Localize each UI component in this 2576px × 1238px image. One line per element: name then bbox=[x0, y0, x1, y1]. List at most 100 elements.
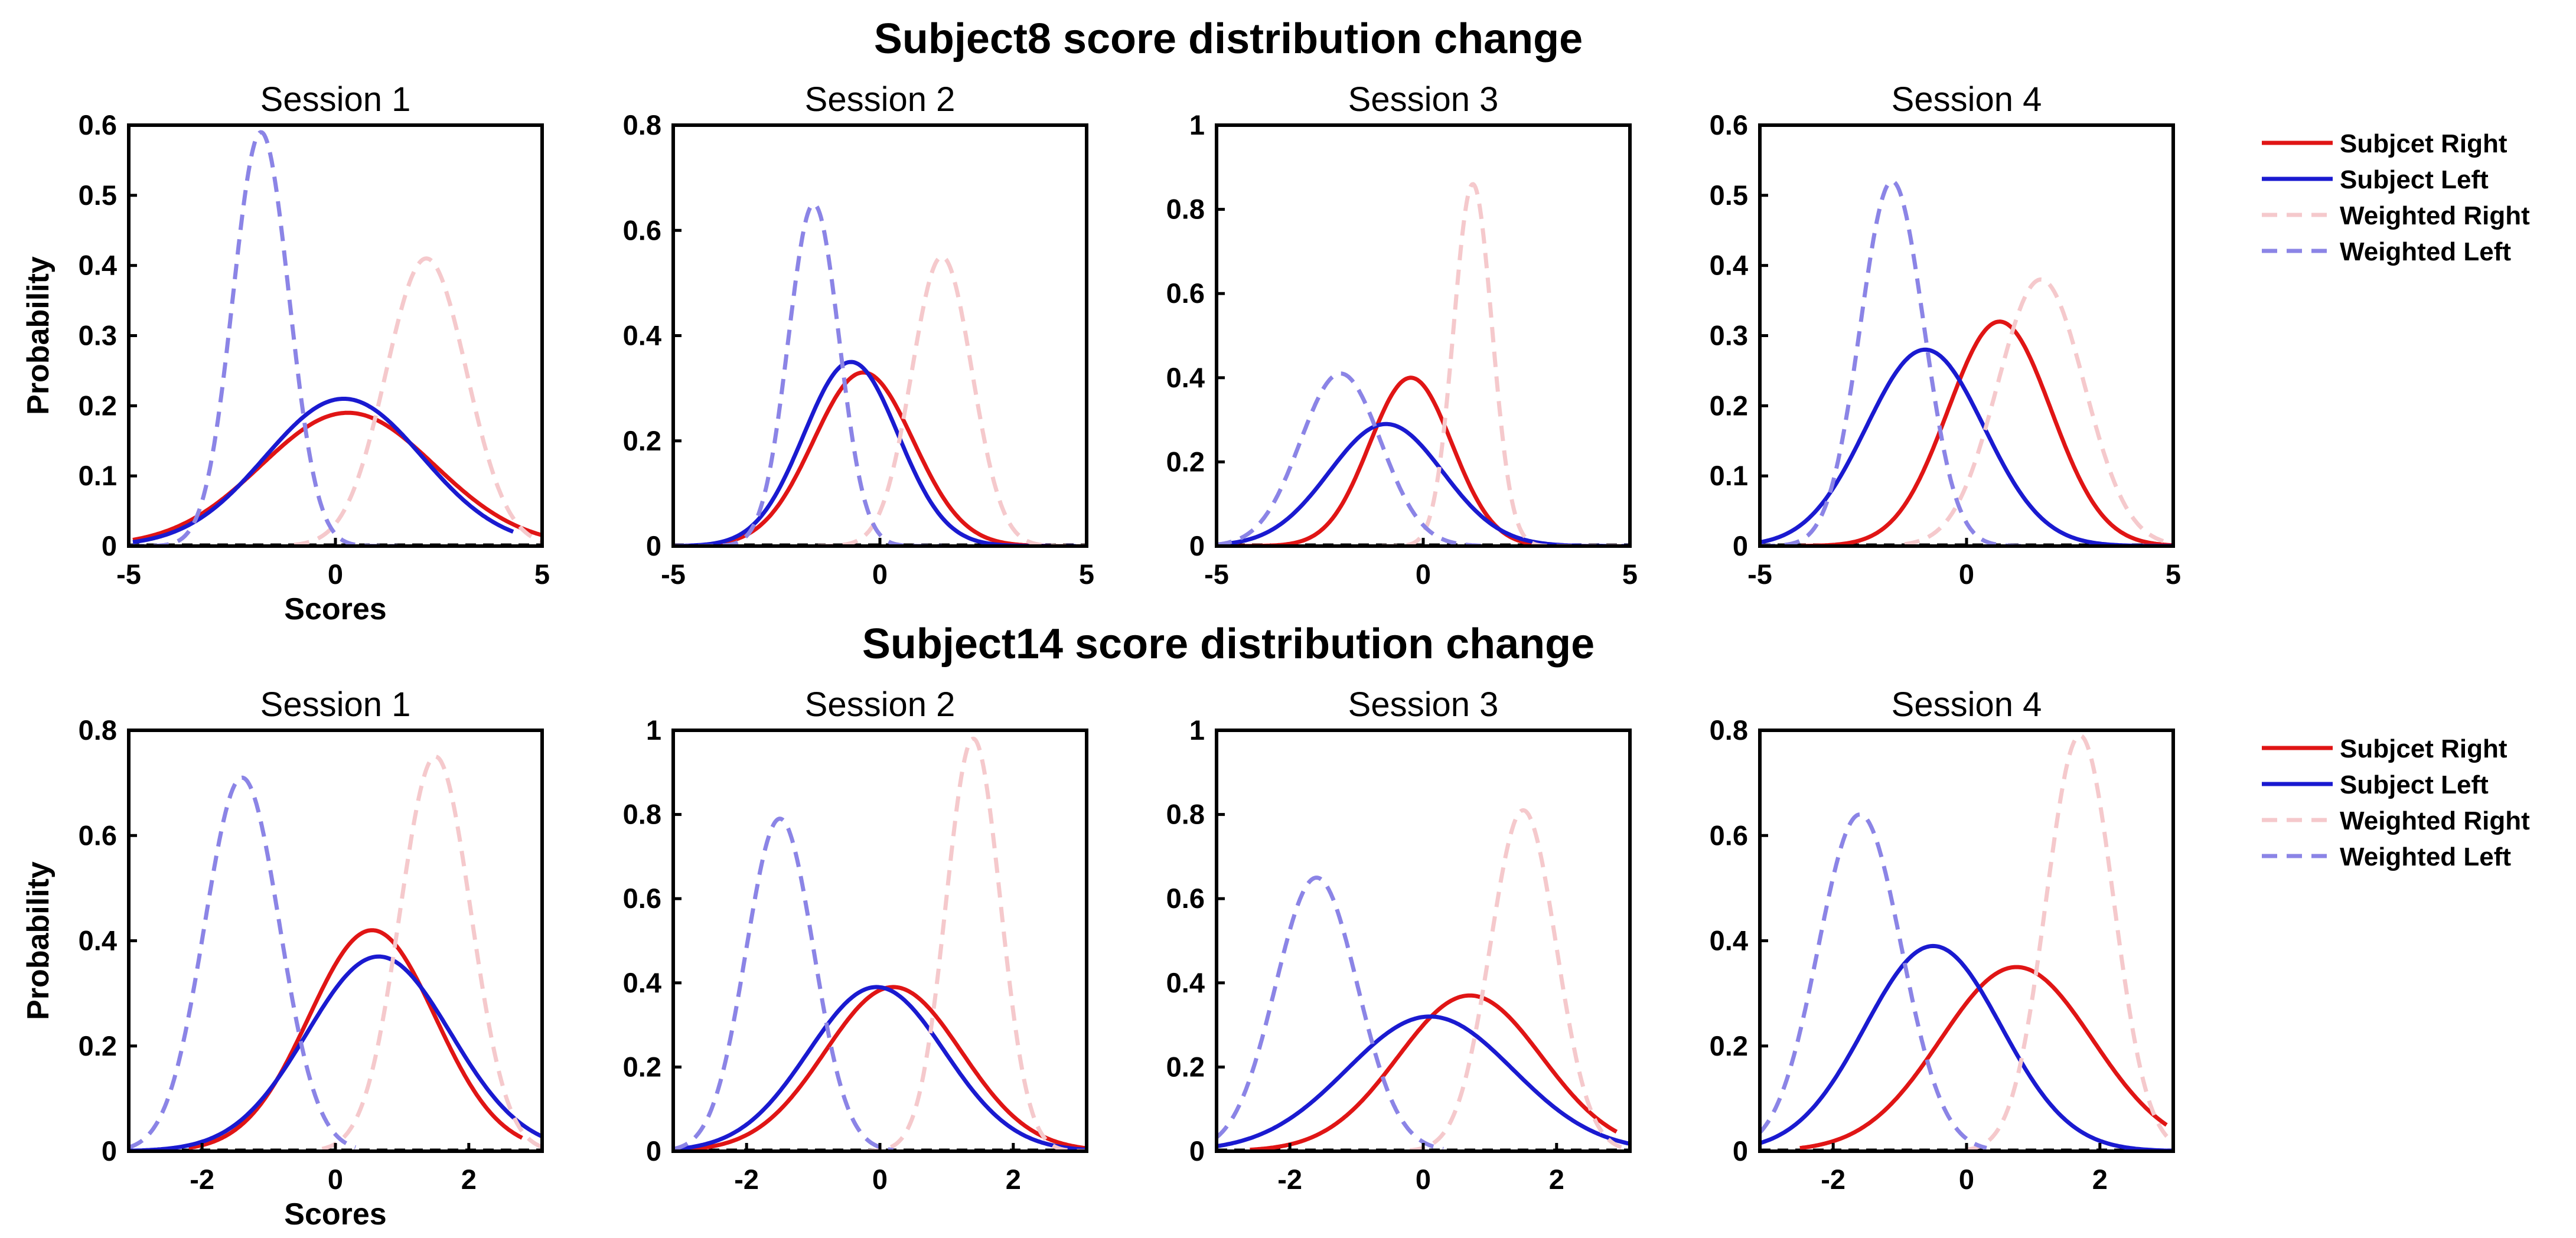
series-weighted-right bbox=[865, 736, 1087, 1151]
x-tick-label: 5 bbox=[2166, 558, 2181, 590]
y-tick-label: 0.2 bbox=[1710, 390, 1748, 421]
y-tick-label: 0 bbox=[646, 530, 661, 561]
x-tick-label: -5 bbox=[661, 558, 686, 590]
panel-session-1: Session 1-5 0 500.10.20.30.40.50.6ScoresPr… bbox=[21, 80, 550, 626]
figure-row-1: Subject8 score distribution change Sessio… bbox=[21, 15, 2530, 626]
y-tick-label: 0.6 bbox=[1710, 109, 1748, 141]
y-tick-label: 0.8 bbox=[1166, 194, 1205, 225]
figure-row-2: Subject14 score distribution change Sessi… bbox=[21, 620, 2530, 1232]
y-tick-label: 1 bbox=[1189, 714, 1205, 746]
y-tick-label: 0.4 bbox=[79, 925, 117, 956]
x-tick-label: 2 bbox=[2092, 1164, 2108, 1195]
legend-label: Subjcet Right bbox=[2340, 734, 2507, 763]
x-tick-label: -2 bbox=[1821, 1164, 1845, 1195]
x-tick-label: 5 bbox=[534, 558, 550, 590]
series-weighted-right bbox=[1408, 808, 1630, 1151]
axes-box bbox=[1758, 729, 2175, 1153]
y-tick-label: 0.2 bbox=[1166, 446, 1205, 477]
y-tick-label: 0 bbox=[646, 1135, 661, 1167]
legend-label: Subjcet Right bbox=[2340, 129, 2507, 158]
panel-session-4: Session 4-5 0 500.10.20.30.40.50.6 bbox=[1710, 80, 2181, 590]
series-subjcet-right bbox=[1217, 375, 1630, 546]
series-subjcet-right bbox=[132, 410, 542, 542]
y-tick-label: 1 bbox=[646, 714, 661, 746]
series-weighted-right bbox=[1965, 733, 2173, 1151]
y-tick-label: 0 bbox=[1733, 530, 1748, 561]
x-tick-label: 5 bbox=[1622, 558, 1638, 590]
y-tick-label: 0.5 bbox=[1710, 179, 1748, 211]
x-tick-label: 0 bbox=[328, 1164, 343, 1195]
x-tick-label: 2 bbox=[1006, 1164, 1021, 1195]
x-tick-label: 0 bbox=[1416, 558, 1431, 590]
y-tick-label: 0.6 bbox=[1166, 277, 1205, 309]
legend-label: Weighted Right bbox=[2340, 806, 2530, 835]
axes-box bbox=[1215, 123, 1632, 548]
x-tick-label: 0 bbox=[872, 558, 888, 590]
series-weighted-left bbox=[673, 816, 895, 1151]
series-subject-left bbox=[1760, 943, 2173, 1151]
series-subject-left bbox=[673, 360, 1087, 546]
legend-label: Weighted Right bbox=[2340, 201, 2530, 230]
y-axis-label: Probability bbox=[21, 256, 56, 415]
y-tick-label: 0.2 bbox=[79, 390, 117, 421]
x-tick-label: 0 bbox=[1959, 558, 1974, 590]
series-weighted-left bbox=[1217, 876, 1444, 1151]
y-tick-label: 0 bbox=[1733, 1135, 1748, 1167]
x-axis-label: Scores bbox=[284, 1197, 386, 1232]
legend-label: Subject Left bbox=[2340, 770, 2489, 799]
x-tick-label: 0 bbox=[872, 1164, 888, 1195]
y-tick-label: 0.4 bbox=[1710, 925, 1748, 956]
y-tick-label: 0.8 bbox=[623, 799, 661, 830]
series-subject-left bbox=[129, 954, 542, 1151]
series-weighted-left bbox=[673, 202, 943, 546]
series-weighted-left bbox=[1760, 179, 2030, 546]
series-weighted-right bbox=[817, 254, 1087, 546]
y-tick-label: 0.8 bbox=[79, 714, 117, 746]
axes-box bbox=[127, 123, 544, 548]
series-weighted-left bbox=[129, 775, 357, 1149]
y-tick-label: 0.4 bbox=[1710, 250, 1748, 281]
y-tick-label: 0.2 bbox=[1166, 1051, 1205, 1082]
y-tick-label: 0.8 bbox=[1166, 799, 1205, 830]
y-tick-label: 0 bbox=[102, 530, 117, 561]
legend-label: Weighted Left bbox=[2340, 237, 2511, 266]
panel-session-3: Session 3-5 0 500.20.40.60.81 bbox=[1166, 80, 1638, 590]
y-tick-label: 0.2 bbox=[623, 1051, 661, 1082]
y-tick-label: 0.6 bbox=[79, 109, 117, 141]
y-tick-label: 0.2 bbox=[1710, 1030, 1748, 1061]
series-weighted-right bbox=[1903, 277, 2173, 546]
series-weighted-right bbox=[1381, 182, 1630, 546]
y-tick-label: 1 bbox=[1189, 109, 1205, 141]
legend-label: Weighted Left bbox=[2340, 842, 2511, 871]
y-tick-label: 0.1 bbox=[1710, 460, 1748, 491]
x-tick-label: 2 bbox=[1549, 1164, 1564, 1195]
panel-session-1: Session 1 -2 0 2 0 0.2 0.4 0.6 0.8 Scores Probabil… bbox=[21, 685, 544, 1232]
y-tick-label: 0 bbox=[1189, 530, 1205, 561]
series-subjcet-right bbox=[1799, 965, 2168, 1151]
x-tick-label: 0 bbox=[1959, 1164, 1974, 1195]
y-tick-label: 0.4 bbox=[1166, 967, 1205, 998]
series-weighted-left bbox=[1760, 812, 1988, 1150]
panel-session-4: Session 4 -2 0 2 0 0.2 0.4 0.6 0.8 bbox=[1710, 685, 2175, 1195]
y-axis-label: Probability bbox=[21, 861, 56, 1020]
series-weighted-right bbox=[293, 256, 542, 546]
x-axis-label: Scores bbox=[284, 592, 386, 626]
y-tick-label: 0 bbox=[1189, 1135, 1205, 1167]
series-subjcet-right bbox=[673, 985, 1087, 1151]
figure-title: Subject14 score distribution change bbox=[862, 620, 1594, 668]
axes-box bbox=[127, 729, 544, 1153]
series-subjcet-right bbox=[1801, 319, 2173, 546]
series-weighted-left bbox=[129, 130, 399, 546]
y-tick-label: 0.4 bbox=[623, 320, 661, 351]
series-subjcet-right bbox=[673, 370, 1087, 546]
legend: Subjcet Right Subject Left Weighted Right W… bbox=[2262, 734, 2530, 871]
y-tick-label: 0.8 bbox=[623, 109, 661, 141]
panel-title: Session 3 bbox=[1348, 80, 1499, 119]
y-tick-label: 0.4 bbox=[79, 250, 117, 281]
x-tick-label: -2 bbox=[1277, 1164, 1302, 1195]
panel-title: Session 4 bbox=[1892, 80, 2042, 119]
y-tick-label: 0.6 bbox=[1710, 819, 1748, 851]
legend: Subjcet Right Subject Left Weighted Right W… bbox=[2262, 129, 2530, 266]
y-tick-label: 0.6 bbox=[623, 883, 661, 914]
